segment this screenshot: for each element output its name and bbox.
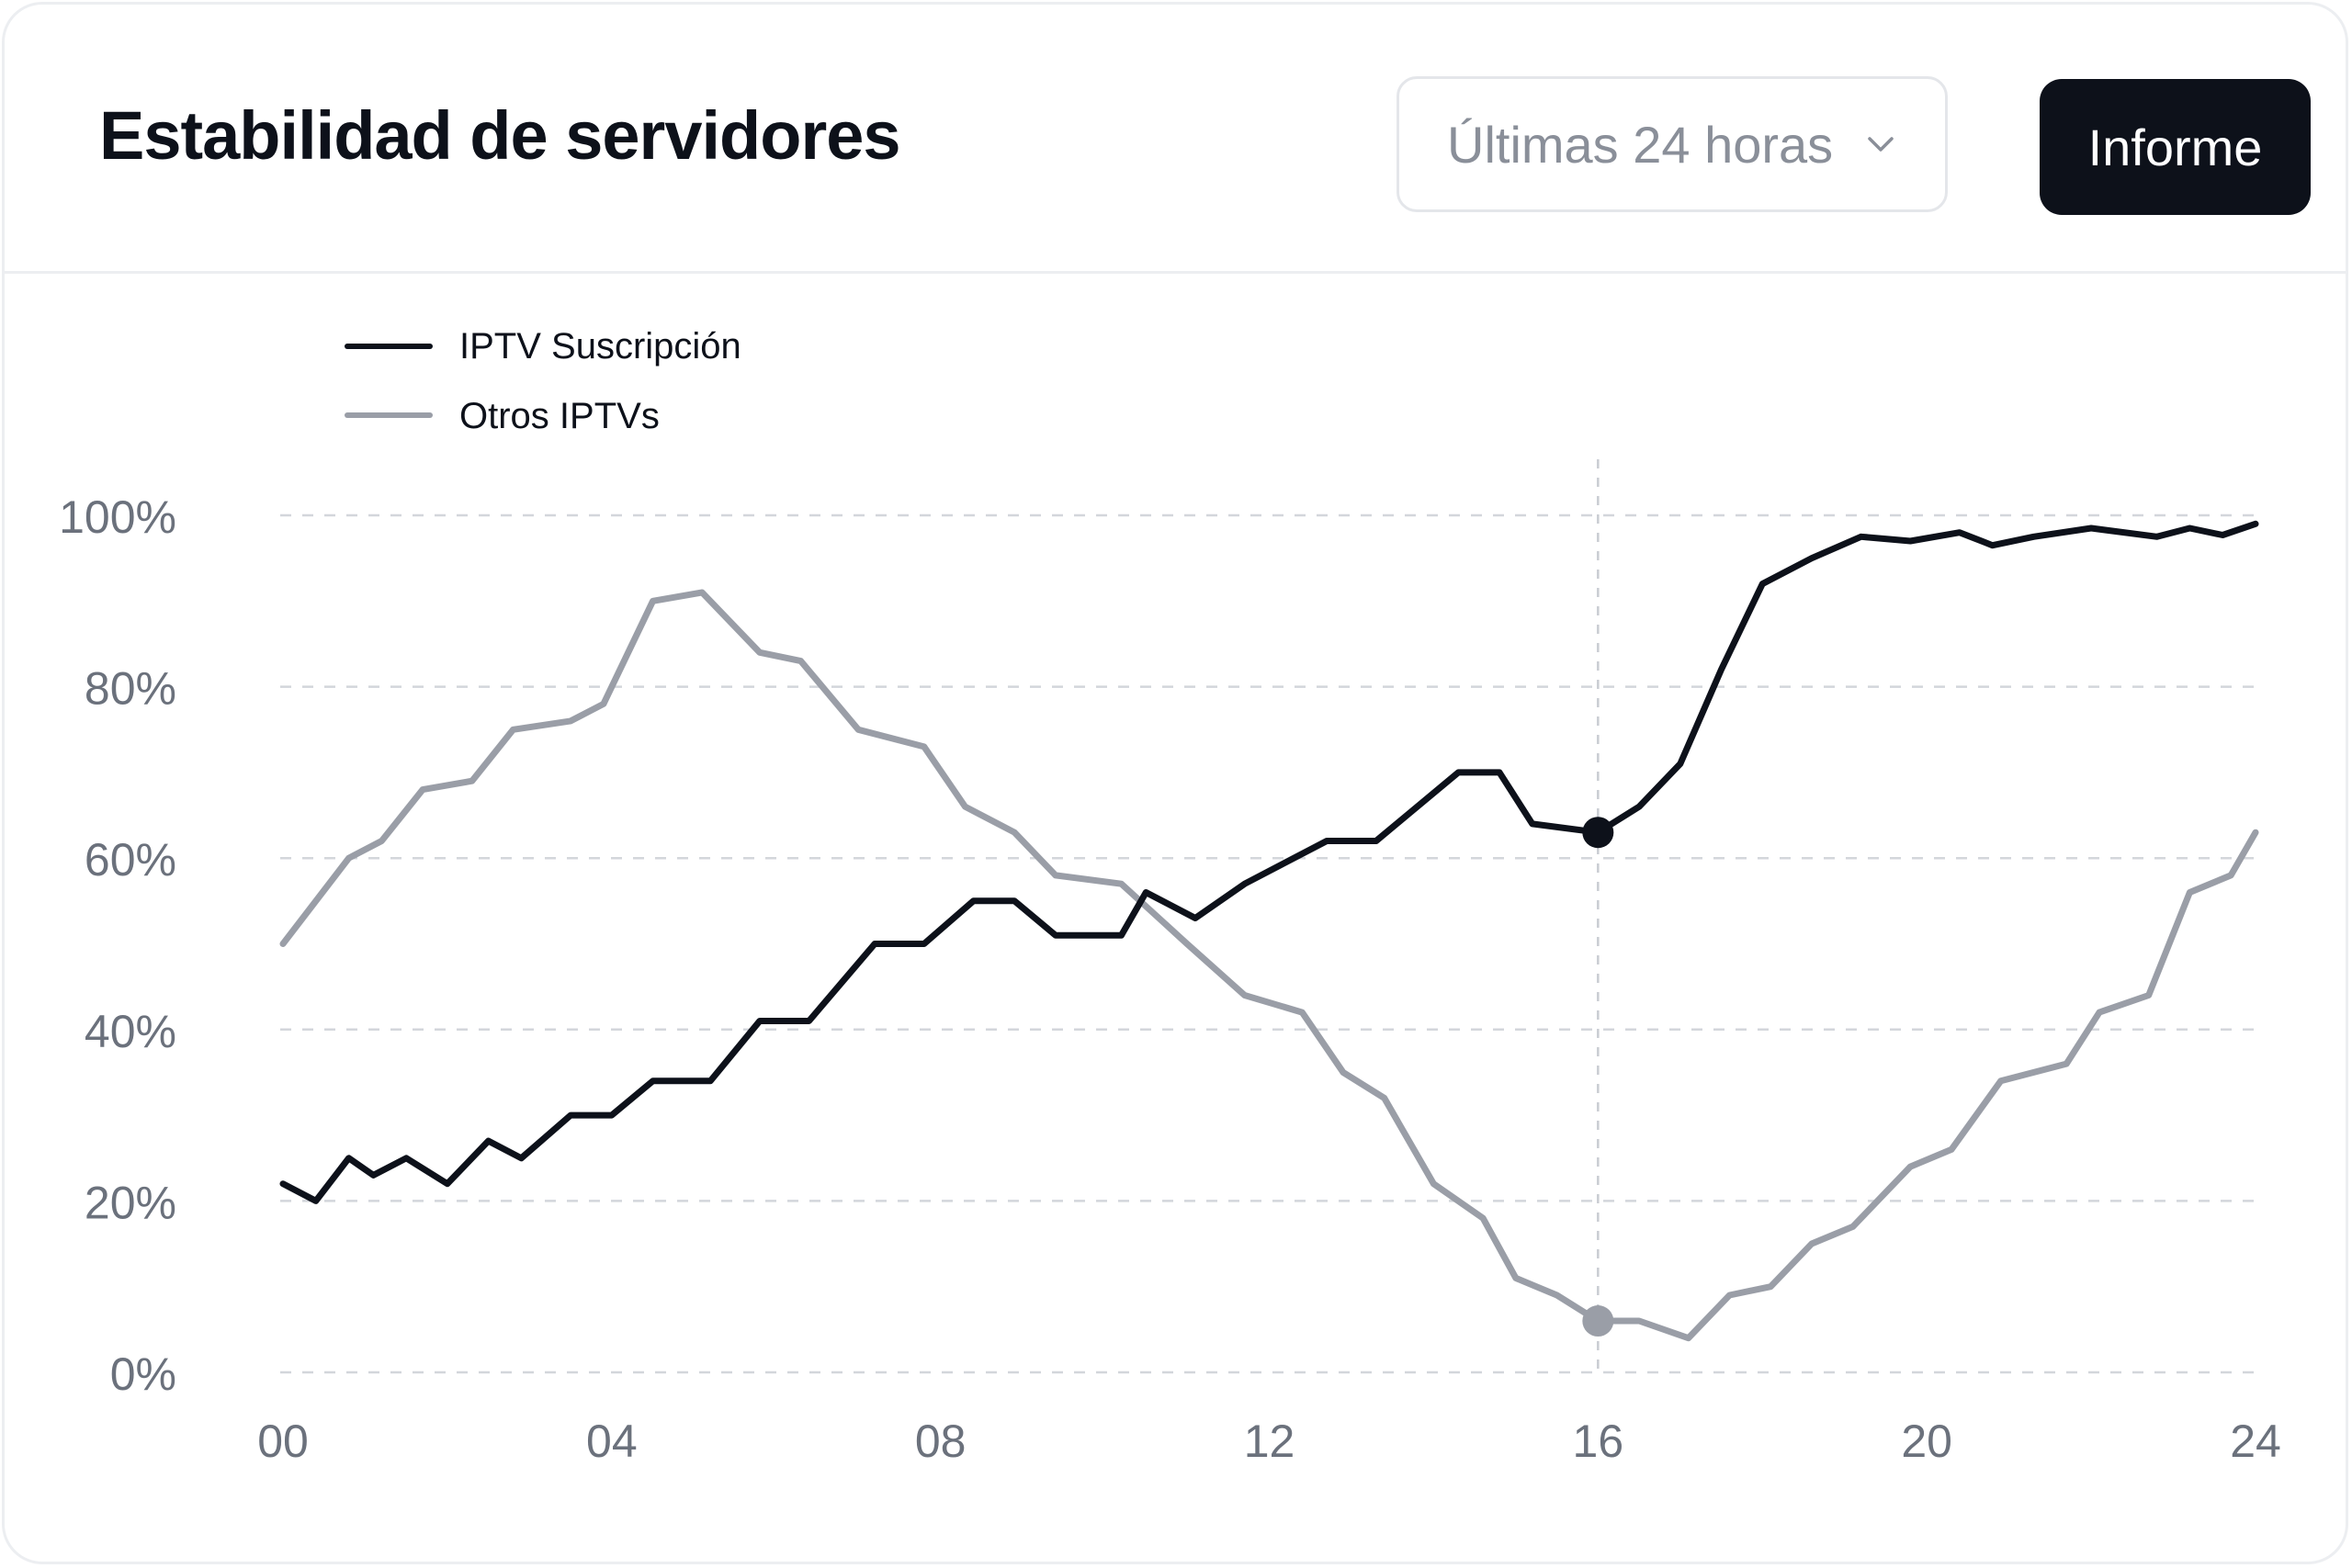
legend-label-otros-iptvs: Otros IPTVs [459, 396, 660, 436]
x-tick-label: 04 [586, 1416, 638, 1467]
chevron-down-icon [1860, 124, 1901, 164]
x-axis-labels: 00 04 08 12 16 20 24 [257, 1416, 2281, 1467]
x-tick-label: 12 [1244, 1416, 1295, 1467]
series-line-1 [279, 589, 2259, 1342]
x-tick-label: 24 [2230, 1416, 2281, 1467]
highlight-markers [1582, 817, 1614, 1337]
chart-grid [280, 513, 2256, 1374]
page-title: Estabilidad de servidores [99, 97, 901, 174]
x-tick-label: 20 [1901, 1416, 1952, 1467]
chart-legend: IPTV Suscripción Otros IPTVs [345, 326, 741, 436]
chart-series [279, 520, 2259, 1342]
x-tick-label: 00 [257, 1416, 309, 1467]
legend-label-iptv-suscripcion: IPTV Suscripción [459, 326, 741, 367]
y-tick-label: 0% [110, 1348, 176, 1400]
y-tick-label: 20% [85, 1177, 176, 1228]
time-range-select[interactable]: Últimas 24 horas [1396, 76, 1948, 212]
y-tick-label: 60% [85, 834, 176, 886]
card-header: Estabilidad de servidores Últimas 24 hor… [5, 5, 2346, 274]
y-tick-label: 40% [85, 1006, 176, 1057]
x-tick-label: 08 [915, 1416, 967, 1467]
highlight-point-1[interactable] [1582, 1305, 1614, 1337]
series-line-0 [279, 520, 2259, 1204]
report-button[interactable]: Informe [2040, 79, 2311, 215]
y-tick-label: 80% [85, 663, 176, 715]
highlight-point-0[interactable] [1582, 817, 1614, 849]
y-tick-label: 100% [59, 491, 176, 543]
x-tick-label: 16 [1573, 1416, 1624, 1467]
y-axis-labels: 0% 20% 40% 60% 80% 100% [59, 491, 176, 1400]
time-range-value: Últimas 24 horas [1447, 115, 1834, 174]
